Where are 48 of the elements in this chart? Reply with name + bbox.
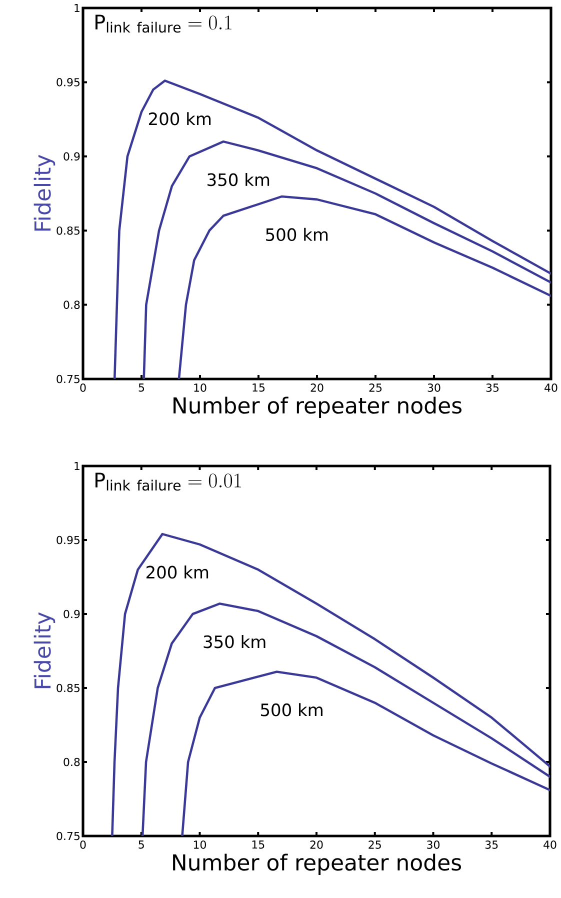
- x-tick-label: 10: [194, 840, 206, 849]
- x-tick-label: 20: [310, 384, 324, 392]
- series-label: 200 km: [146, 565, 208, 579]
- y-tick-label: 0.9: [64, 610, 80, 618]
- y-tick-label: 0.8: [64, 300, 80, 309]
- x-tick-label: 15: [252, 384, 264, 392]
- y-tick-label: 0.8: [64, 758, 80, 766]
- x-tick-label: 0: [80, 840, 86, 849]
- x-tick-label: 5: [138, 384, 144, 392]
- x-tick-label: 10: [194, 384, 206, 392]
- series-label: 200 km: [148, 112, 210, 126]
- x-tick-label: 35: [485, 840, 498, 849]
- y-axis-title: Fidelity: [34, 154, 55, 231]
- x-tick-label: 40: [544, 384, 558, 392]
- x-tick-label: 30: [428, 384, 440, 392]
- x-tick-label: 35: [486, 384, 498, 392]
- y-tick-label: 0.85: [56, 684, 80, 692]
- line-series: [141, 602, 550, 836]
- y-tick-label: 1: [74, 4, 80, 12]
- x-axis-title: Number of repeater nodes: [172, 854, 461, 876]
- x-tick-label: 30: [426, 840, 440, 849]
- y-tick-label: 0.75: [56, 374, 80, 384]
- x-tick-label: 40: [543, 840, 556, 849]
- x-axis-title: Number of repeater nodes: [173, 396, 462, 418]
- x-tick-label: 25: [368, 840, 381, 849]
- text: $\mathrm{P}_{\mathrm{link\ failure}} = 0.01$: [95, 472, 241, 491]
- y-tick-label: 0.75: [56, 832, 80, 840]
- y-tick-label: 0.9: [64, 152, 80, 161]
- line-series: [113, 80, 551, 379]
- y-tick-label: 0.85: [56, 226, 80, 235]
- line-series: [142, 140, 551, 379]
- series-label: 350 km: [204, 635, 266, 648]
- x-tick-label: 25: [369, 384, 382, 392]
- series-label: 350 km: [207, 172, 269, 186]
- x-tick-label: 5: [138, 840, 144, 849]
- y-tick-label: 1: [74, 462, 80, 470]
- x-tick-label: 15: [252, 840, 264, 849]
- line-series: [110, 532, 550, 836]
- line-series: [178, 195, 551, 379]
- y-tick-label: 0.95: [56, 78, 80, 86]
- y-tick-label: 0.95: [56, 536, 80, 544]
- x-tick-label: 20: [310, 840, 323, 849]
- x-tick-label: 0: [80, 384, 86, 392]
- series-label: 500 km: [260, 703, 322, 716]
- y-axis-title: Fidelity: [34, 612, 55, 688]
- text: $\mathrm{P}_{\mathrm{link\ failure}} = 0.1$: [95, 14, 232, 33]
- series-label: 500 km: [266, 228, 328, 242]
- line-series: [180, 670, 550, 836]
